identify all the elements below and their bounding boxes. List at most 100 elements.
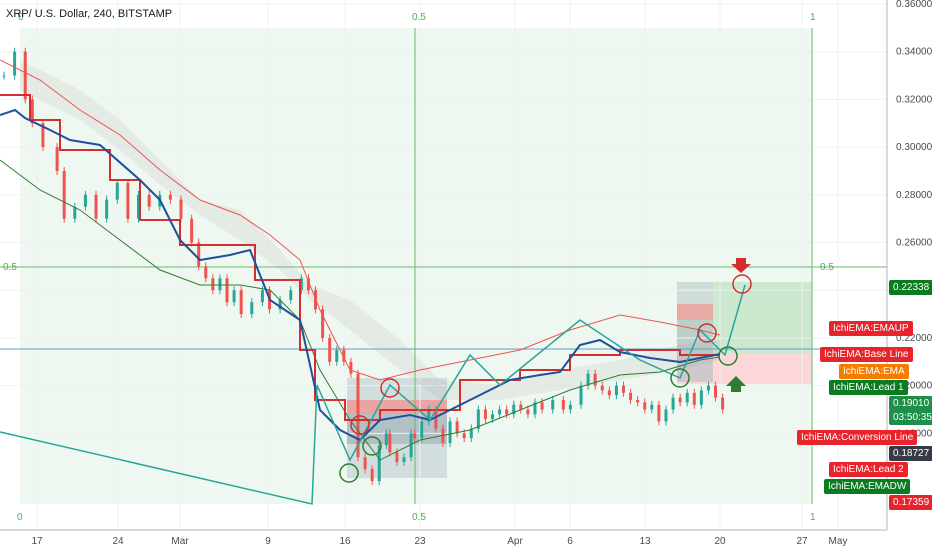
- candle-body: [427, 409, 431, 422]
- fib-label: 0: [18, 12, 24, 23]
- candle-body: [342, 349, 346, 362]
- candle-body: [706, 385, 710, 391]
- candle-body: [699, 390, 703, 405]
- x-tick-label: 20: [714, 536, 726, 547]
- x-tick-label: 13: [639, 536, 651, 547]
- candle-body: [533, 402, 537, 415]
- candle-body: [636, 399, 640, 403]
- price-label: IchiEMA:EMA: [839, 364, 909, 379]
- pivot-circle: [732, 274, 752, 294]
- candle-body: [328, 337, 332, 362]
- candle-body: [692, 392, 696, 405]
- ema-down-line: [0, 159, 721, 461]
- price-label: 0.19010: [889, 396, 932, 411]
- candle-body: [561, 399, 565, 410]
- x-tick-label: 27: [796, 536, 808, 547]
- candle-body: [512, 404, 516, 415]
- candle-body: [483, 409, 487, 420]
- candle-body: [491, 414, 495, 420]
- candle-body: [2, 75, 6, 77]
- pivot-circle: [718, 346, 738, 366]
- candle-body: [579, 385, 583, 405]
- candle-body: [469, 428, 473, 439]
- price-label: IchiEMA:Base Line: [820, 347, 913, 362]
- candle-body: [455, 421, 459, 434]
- candle-body: [568, 404, 572, 410]
- x-tick-label: May: [829, 536, 848, 547]
- candle-body: [83, 194, 87, 207]
- pivot-circle: [697, 323, 717, 343]
- candle-body: [678, 397, 682, 403]
- candle-body: [377, 445, 381, 482]
- candle-body: [622, 385, 625, 393]
- candle-body: [540, 402, 544, 410]
- candle-body: [204, 266, 208, 279]
- candle-body: [363, 457, 367, 470]
- fib-label: 1: [810, 512, 816, 523]
- candle-body: [409, 433, 413, 458]
- price-label: 0.17359: [889, 495, 932, 510]
- candle-body: [685, 392, 689, 403]
- x-tick-label: Apr: [507, 536, 523, 547]
- price-label: IchiEMA:EMAUP: [829, 321, 913, 336]
- candle-body: [94, 194, 98, 219]
- candle-body: [225, 278, 229, 303]
- candle-body: [476, 409, 480, 429]
- candle-body: [650, 404, 654, 410]
- pivot-circle: [362, 436, 382, 456]
- candle-body: [190, 218, 194, 243]
- candle-body: [395, 452, 399, 462]
- price-label: 03:50:35: [889, 410, 932, 425]
- candle-body: [388, 433, 392, 453]
- candle-body: [13, 51, 17, 76]
- chart-title: XRP/ U.S. Dollar, 240, BITSTAMP: [6, 8, 173, 20]
- red-box-right: [677, 304, 713, 320]
- x-tick-label: Mar: [171, 536, 189, 547]
- candle-body: [384, 433, 388, 446]
- candle-body: [289, 290, 293, 300]
- y-tick-label: 0.36000: [896, 0, 932, 10]
- candle-body: [671, 397, 675, 410]
- candle-body: [218, 278, 222, 291]
- candle-body: [402, 457, 406, 462]
- candle-body: [600, 385, 604, 391]
- fib-label: 0.5: [3, 262, 17, 273]
- candle-body: [498, 409, 502, 415]
- x-tick-label: 9: [265, 536, 271, 547]
- candle-body: [664, 409, 668, 422]
- candle-body: [434, 409, 438, 429]
- ichimoku-cloud: [20, 60, 720, 400]
- pivot-circle: [670, 368, 690, 388]
- candle-body: [115, 182, 119, 200]
- y-tick-label: 0.26000: [896, 238, 932, 249]
- x-tick-label: 16: [339, 536, 351, 547]
- candle-body: [505, 409, 509, 415]
- red-box-left: [347, 400, 447, 414]
- candle-body: [551, 399, 555, 410]
- candle-body: [526, 409, 530, 415]
- candle-body: [239, 290, 243, 315]
- candle-body: [519, 404, 523, 410]
- price-label: IchiEMA:Lead 1: [829, 380, 908, 395]
- conversion-line: [0, 108, 721, 442]
- pivot-circle: [339, 463, 359, 483]
- y-tick-label: 0.30000: [896, 142, 932, 153]
- candle-body: [105, 199, 109, 219]
- candle-body: [197, 242, 201, 267]
- down-arrow-icon: [731, 258, 751, 273]
- candle-body: [370, 469, 374, 482]
- y-tick-label: 0.22000: [896, 333, 932, 344]
- candle-body: [413, 433, 417, 439]
- candle-body: [448, 421, 452, 443]
- candle-body: [211, 278, 215, 291]
- candle-body: [278, 299, 282, 310]
- candle-body: [306, 278, 310, 291]
- candle-body: [30, 99, 34, 124]
- candle-body: [250, 302, 254, 315]
- candle-body: [657, 404, 661, 422]
- up-arrow-icon: [726, 376, 746, 392]
- zigzag-line: [0, 284, 746, 505]
- pivot-circle: [380, 378, 400, 398]
- x-tick-label: 23: [414, 536, 426, 547]
